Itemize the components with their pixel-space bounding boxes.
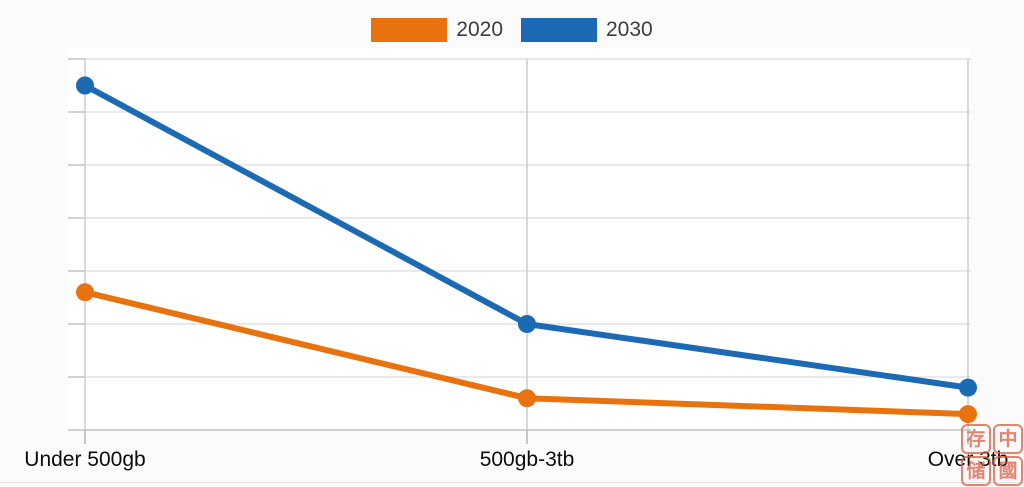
x-axis-label-over-3tb: Over 3tb bbox=[927, 448, 1009, 471]
legend-swatch-2020-icon bbox=[371, 18, 448, 42]
x-axis-label-under-500gb: Under 500gb bbox=[24, 448, 146, 471]
legend-item-2020[interactable]: 2020 bbox=[371, 18, 503, 42]
legend-item-2030[interactable]: 2030 bbox=[521, 18, 653, 42]
page-bottom-divider bbox=[0, 482, 1024, 483]
legend-label-2020: 2020 bbox=[456, 18, 503, 41]
legend-label-2030: 2030 bbox=[606, 18, 653, 41]
legend-swatch-2030-icon bbox=[521, 18, 597, 42]
chart-legend: 2020 2030 bbox=[0, 18, 1024, 42]
x-axis-label-500gb-3tb: 500gb-3tb bbox=[479, 448, 575, 471]
